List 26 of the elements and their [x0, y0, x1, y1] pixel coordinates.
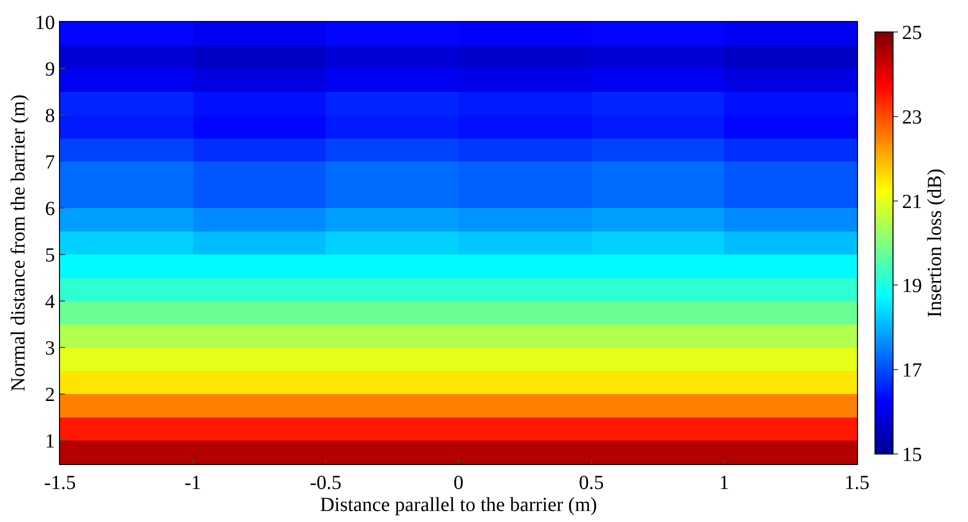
color-bar-label: 15 [902, 444, 922, 466]
color-bar-label: 21 [902, 190, 922, 213]
y-tick-label: 6 [45, 198, 55, 220]
y-tick-label: 10 [35, 12, 55, 34]
y-tick-label: 4 [45, 291, 55, 314]
y-tick-label: 5 [45, 244, 55, 267]
y-tick-label: 8 [45, 105, 55, 128]
color-bar-label: 25 [902, 22, 922, 44]
color-bar-label: 17 [902, 360, 922, 382]
x-tick-label: 1 [719, 472, 730, 494]
y-tick-label: 7 [45, 152, 55, 174]
y-tick-label: 2 [45, 384, 55, 406]
y-tick-label: 9 [45, 58, 55, 81]
x-tick-label: 1.5 [844, 472, 870, 494]
color-bar-title: Insertion loss (dB) [924, 168, 946, 318]
x-tick-label: -1 [184, 472, 202, 494]
y-tick-label: 3 [45, 338, 55, 360]
x-tick-label: -0.5 [310, 472, 342, 494]
color-bar-label: 23 [902, 106, 922, 128]
color-bar-label: 19 [902, 275, 922, 298]
y-tick-label: 1 [45, 430, 55, 453]
x-tick-label: 0.5 [578, 472, 604, 494]
x-axis-title: Distance parallel to the barrier (m) [320, 494, 598, 516]
x-tick-label: 0 [454, 472, 464, 494]
y-axis-title: Normal distance from the barrier (m) [8, 94, 30, 392]
x-tick-label: -1.5 [44, 472, 76, 494]
